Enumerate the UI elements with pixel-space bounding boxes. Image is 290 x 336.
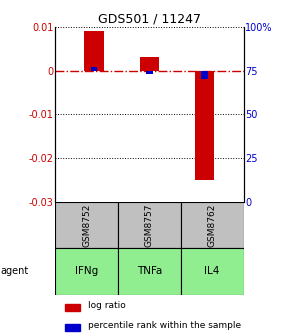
Bar xyxy=(64,324,80,331)
Text: GSM8757: GSM8757 xyxy=(145,203,154,247)
Text: GSM8762: GSM8762 xyxy=(208,203,217,247)
Text: IFNg: IFNg xyxy=(75,266,98,277)
Bar xyxy=(118,248,181,295)
Text: GSM8752: GSM8752 xyxy=(82,203,91,247)
Bar xyxy=(195,71,215,180)
Bar xyxy=(181,248,244,295)
Bar xyxy=(84,31,104,71)
Bar xyxy=(202,71,208,79)
Bar xyxy=(146,71,153,74)
Text: TNFa: TNFa xyxy=(137,266,162,277)
Bar xyxy=(181,202,244,248)
Bar xyxy=(90,67,97,71)
Bar xyxy=(55,248,118,295)
Title: GDS501 / 11247: GDS501 / 11247 xyxy=(98,13,201,26)
Bar xyxy=(55,202,118,248)
Text: IL4: IL4 xyxy=(204,266,220,277)
Bar xyxy=(118,202,181,248)
Text: log ratio: log ratio xyxy=(88,301,126,310)
Text: percentile rank within the sample: percentile rank within the sample xyxy=(88,321,241,330)
Text: agent: agent xyxy=(1,266,29,277)
Bar xyxy=(64,304,80,311)
Bar xyxy=(140,57,159,71)
